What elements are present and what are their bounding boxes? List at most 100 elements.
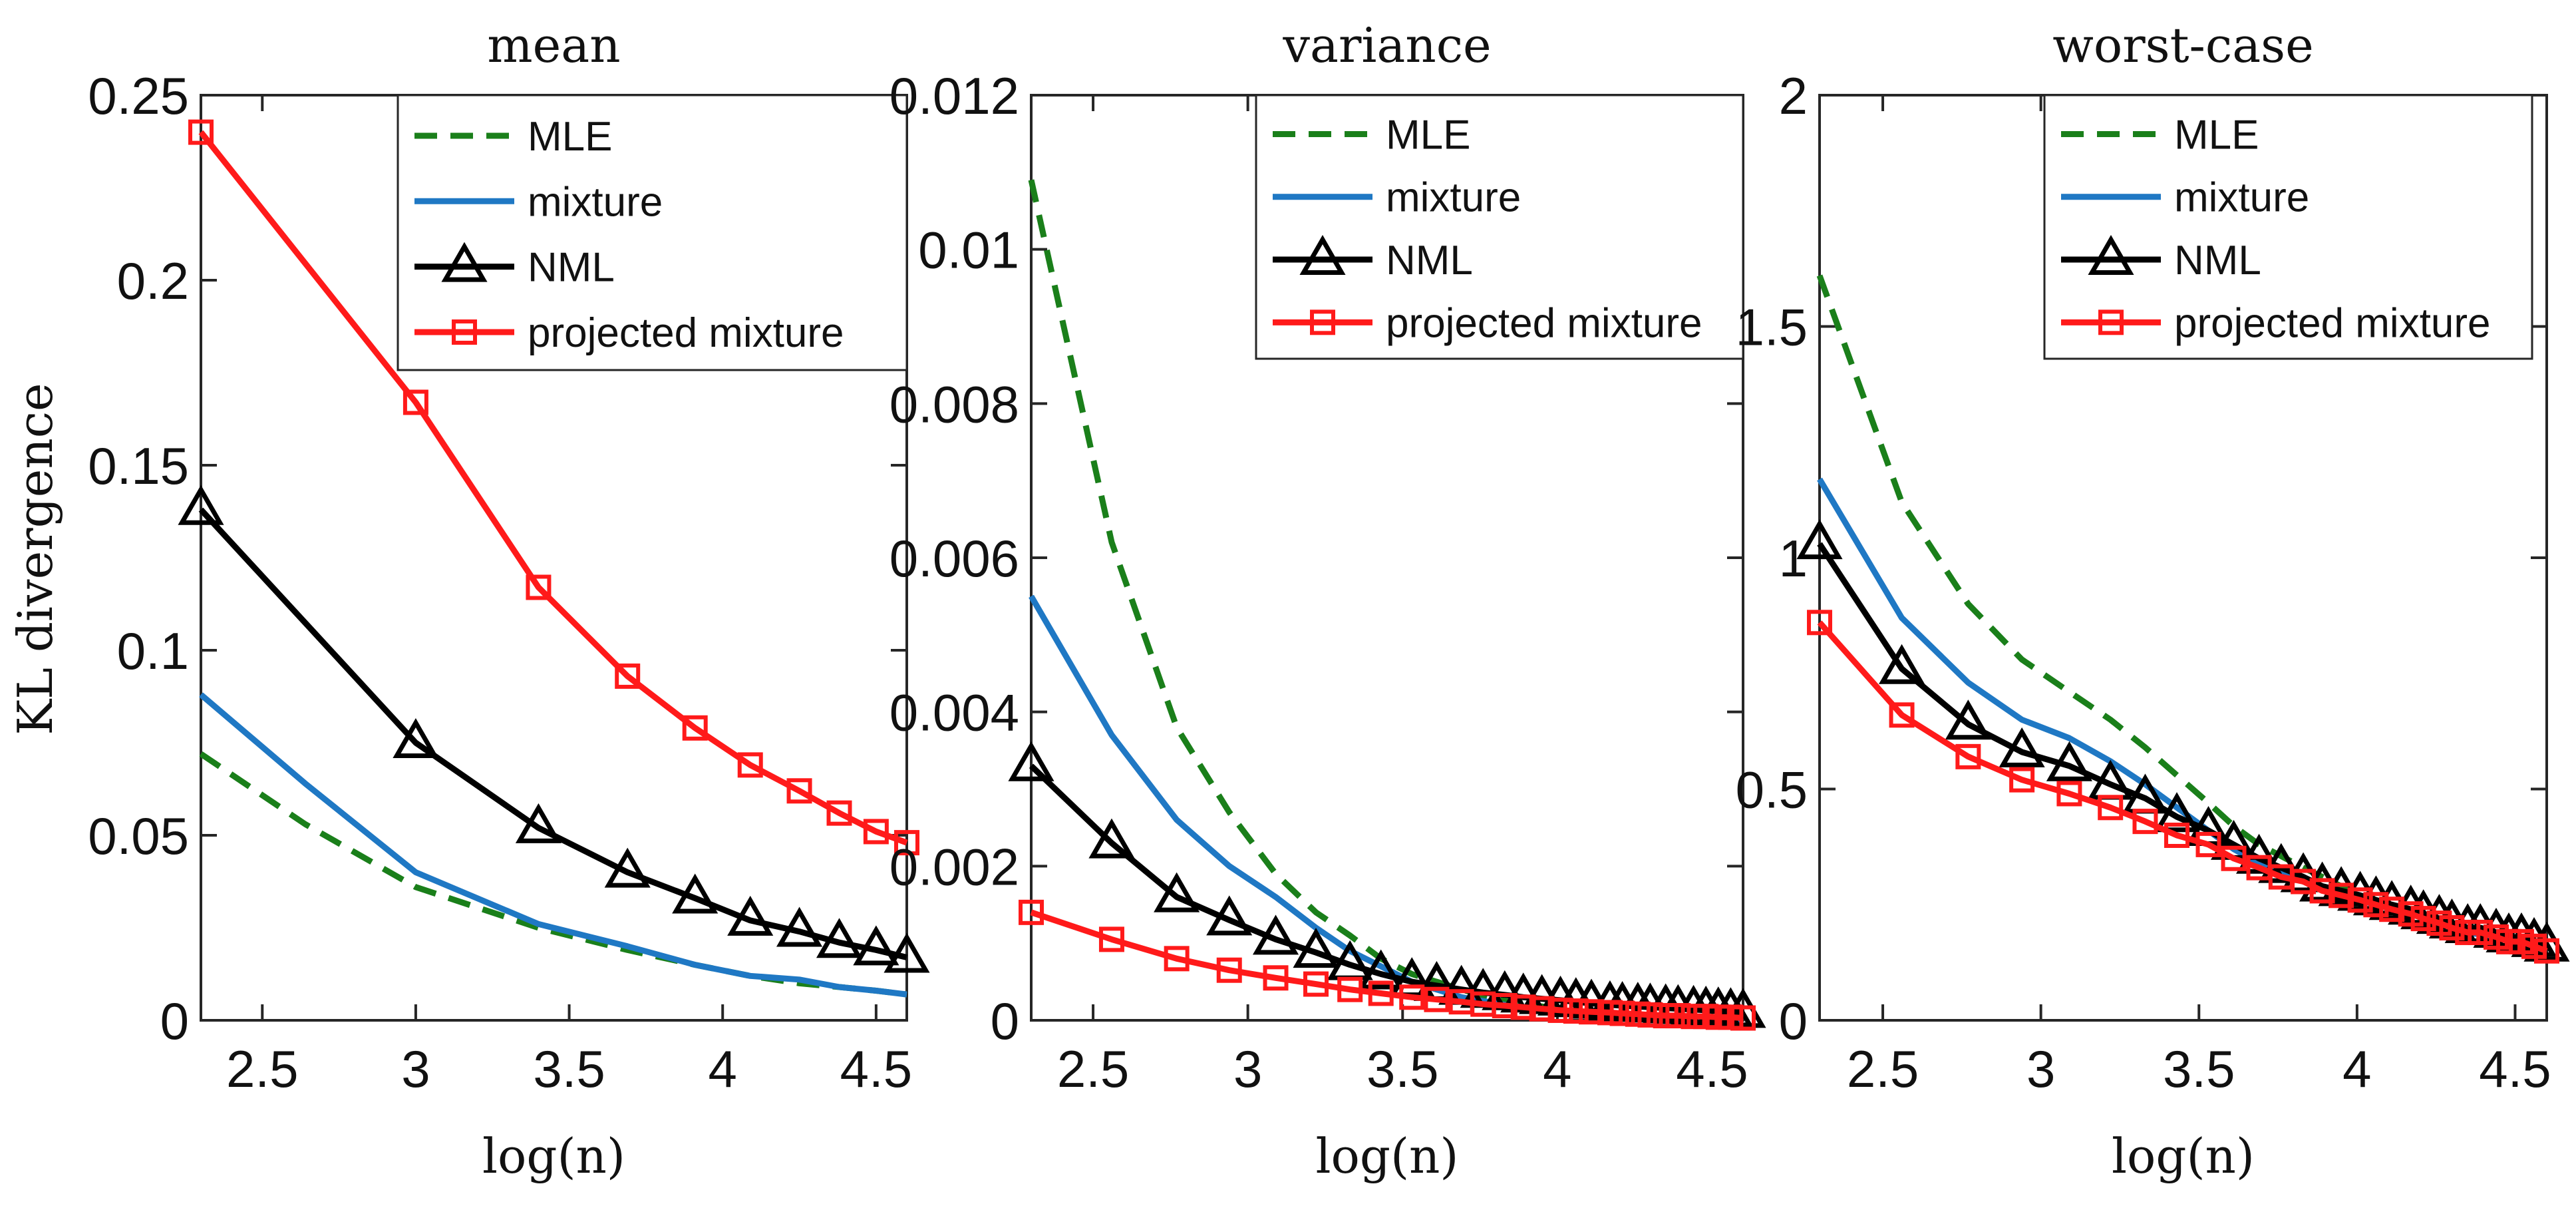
x-tick-label: 3.5: [2163, 1040, 2235, 1098]
data-point-marker: [2154, 792, 2200, 833]
data-point-marker: [1579, 999, 1605, 1025]
data-point-marker: [2426, 910, 2452, 936]
y-tick-label: 0: [991, 992, 1019, 1050]
data-point-marker: [1337, 976, 1363, 1002]
legend-label: NML: [528, 245, 615, 291]
panel-title: variance: [1282, 17, 1491, 73]
data-point-marker: [2521, 933, 2547, 959]
series-nml: [1796, 519, 2570, 962]
data-point-marker: [2534, 938, 2559, 964]
y-tick-label: 0: [1779, 992, 1808, 1050]
data-point-marker: [393, 717, 439, 758]
y-tick-label: 0.004: [889, 684, 1019, 742]
data-point-marker: [2329, 883, 2354, 908]
x-tick-label: 3.5: [1367, 1040, 1438, 1098]
data-point-marker: [2235, 833, 2283, 874]
panel-0: mean 2.5 3 3.5 4 4.5 0 0.05 0.1 0.15 0.2 0.25 log(n)…: [88, 17, 930, 1184]
series-projected-mixture: [188, 119, 919, 856]
data-point-marker: [1358, 949, 1404, 990]
series-nml: [178, 485, 930, 973]
data-point-marker: [727, 895, 774, 936]
y-tick-label: 0.15: [88, 437, 189, 495]
data-point-marker: [1889, 702, 1915, 728]
data-point-marker: [1879, 644, 1925, 684]
legend-label: mixture: [2174, 175, 2309, 221]
data-point-marker: [604, 847, 651, 888]
y-tick-label: 0.2: [117, 252, 189, 310]
data-point-marker: [737, 752, 763, 778]
data-point-marker: [526, 574, 552, 600]
x-tick-label: 2.5: [1847, 1040, 1919, 1098]
y-tick-label: 2: [1779, 67, 1808, 125]
series-line: [199, 692, 907, 998]
data-point-marker: [863, 819, 889, 845]
series-mixture: [1029, 594, 1744, 1023]
data-point-marker: [1303, 971, 1329, 997]
data-point-marker: [1293, 928, 1339, 968]
x-tick-label: 2.5: [226, 1040, 298, 1098]
legend-marker: [2098, 309, 2124, 335]
data-point-marker: [1945, 700, 1991, 740]
data-point-marker: [2347, 887, 2373, 913]
series-line: [1029, 594, 1744, 1023]
data-point-marker: [1730, 1005, 1756, 1031]
x-tick-label: 2.5: [1057, 1040, 1129, 1098]
data-point-marker: [2258, 843, 2305, 883]
data-point-marker: [1088, 818, 1135, 859]
data-point-marker: [884, 932, 930, 973]
y-tick-label: 0.1: [117, 622, 189, 680]
data-point-marker: [1164, 946, 1190, 972]
x-tick-label: 4: [2342, 1040, 2371, 1098]
legend-label: mixture: [1386, 175, 1521, 221]
data-point-marker: [853, 925, 899, 966]
data-point-marker: [2468, 919, 2494, 945]
series-projected-mixture: [1807, 610, 2559, 964]
data-point-marker: [1368, 980, 1394, 1006]
data-point-marker: [672, 873, 719, 914]
legend-marker: [2088, 235, 2134, 276]
y-tick-label: 0.5: [1736, 761, 1808, 819]
data-point-marker: [1547, 997, 1573, 1023]
legend-label: NML: [2174, 238, 2261, 284]
data-point-marker: [178, 485, 224, 525]
data-point-marker: [1665, 1003, 1691, 1029]
y-tick-label: 0: [160, 992, 189, 1050]
x-tick-label: 3: [2026, 1040, 2055, 1098]
data-point-marker: [2195, 831, 2221, 857]
data-point-marker: [1206, 895, 1253, 936]
legend-label: MLE: [528, 114, 612, 160]
data-point-marker: [1529, 996, 1555, 1022]
data-point-marker: [1399, 984, 1425, 1010]
data-point-marker: [1510, 994, 1536, 1020]
data-point-marker: [2410, 906, 2436, 932]
series-mixture: [1817, 477, 2548, 954]
x-tick-label: 4.5: [1676, 1040, 1748, 1098]
data-point-marker: [2439, 915, 2465, 940]
data-point-marker: [2398, 901, 2424, 927]
series-mle: [1816, 274, 2547, 950]
panel-title: worst-case: [2052, 17, 2313, 73]
y-tick-label: 0.008: [889, 375, 1019, 433]
legend-marker: [1310, 309, 1335, 335]
data-point-marker: [2483, 924, 2509, 950]
series-line: [1817, 542, 2548, 950]
data-point-marker: [515, 803, 562, 843]
data-point-marker: [1216, 957, 1242, 983]
data-point-marker: [1609, 1000, 1635, 1026]
data-point-marker: [2363, 892, 2389, 918]
legend-marker: [441, 242, 488, 282]
y-tick-label: 0.25: [88, 67, 189, 125]
series-line: [198, 130, 908, 846]
data-point-marker: [1252, 914, 1299, 955]
data-point-marker: [2009, 767, 2035, 793]
panel-title: mean: [487, 17, 620, 73]
data-point-marker: [1796, 519, 1843, 560]
legend-box: [1255, 94, 1744, 360]
x-tick-label: 4: [709, 1040, 737, 1098]
data-point-marker: [2379, 897, 2405, 922]
data-point-marker: [1637, 1002, 1663, 1028]
data-point-marker: [1999, 727, 2045, 767]
x-axis-label: log(n): [1315, 1128, 1458, 1184]
data-point-marker: [615, 663, 641, 689]
